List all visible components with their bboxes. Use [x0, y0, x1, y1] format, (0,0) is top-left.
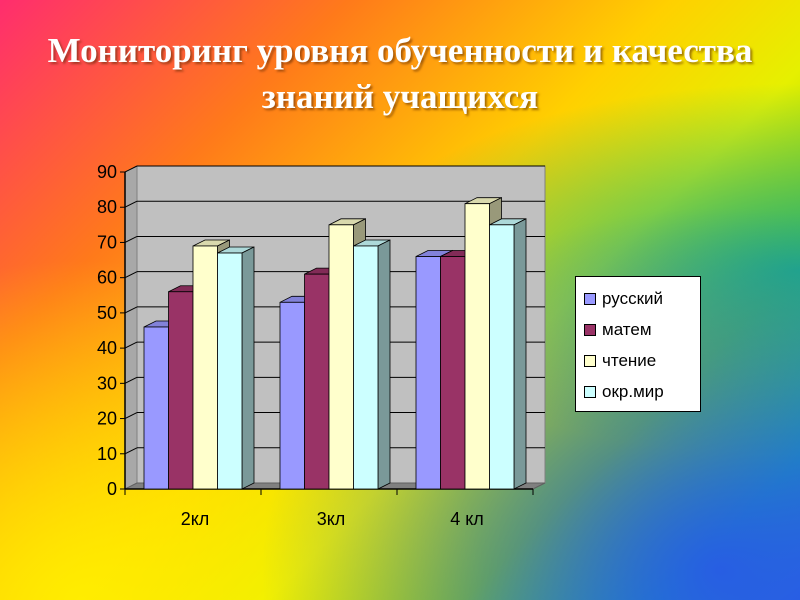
bars	[143, 197, 527, 490]
legend-swatch	[584, 385, 596, 398]
bar-front	[192, 245, 218, 490]
bar-front	[415, 256, 441, 490]
legend-swatch	[584, 292, 596, 305]
page-title: Мониторинг уровня обученности и качества…	[47, 31, 753, 116]
x-tick-label: 2кл	[181, 509, 210, 529]
bar-front	[328, 224, 354, 490]
y-tick-label: 90	[97, 162, 117, 182]
legend-swatch	[584, 354, 596, 367]
y-tick-label: 50	[97, 303, 117, 323]
bar-front	[353, 245, 379, 490]
legend-label: чтение	[602, 350, 657, 370]
bar-side	[513, 218, 527, 490]
y-tick-label: 30	[97, 373, 117, 393]
y-axis: 0 10 20 30 40 50 60 70 80 90	[97, 162, 126, 499]
bar	[217, 246, 255, 490]
gridline	[124, 200, 138, 208]
x-axis: 2кл 3кл 4 кл	[124, 488, 534, 529]
gridline	[124, 376, 138, 384]
legend: русский матем чтение окр.мир	[575, 276, 701, 412]
legend-label: окр.мир	[602, 381, 664, 401]
bar-side	[377, 239, 391, 490]
gridline	[124, 447, 138, 455]
bar-front	[489, 224, 515, 490]
gridline	[124, 271, 138, 279]
x-tick-label: 4 кл	[450, 509, 484, 529]
bar-side	[241, 246, 255, 490]
legend-item: матем	[584, 314, 700, 345]
bar	[353, 239, 391, 490]
y-tick-label: 80	[97, 197, 117, 217]
plot-side-wall	[124, 165, 138, 490]
legend-item: окр.мир	[584, 376, 700, 407]
legend-swatch	[584, 323, 596, 336]
y-tick-label: 0	[107, 479, 117, 499]
bar-front	[279, 301, 305, 490]
x-tick-label: 3кл	[317, 509, 346, 529]
y-tick-label: 40	[97, 338, 117, 358]
y-tick-label: 20	[97, 409, 117, 429]
gridline	[124, 235, 138, 243]
gridline	[124, 165, 138, 173]
legend-label: матем	[602, 319, 652, 339]
y-tick-label: 60	[97, 268, 117, 288]
y-tick-label: 10	[97, 444, 117, 464]
bar-front	[440, 256, 466, 490]
legend-item: русский	[584, 283, 700, 314]
gridline	[124, 412, 138, 420]
legend-item: чтение	[584, 345, 700, 376]
bar-front	[217, 252, 243, 490]
y-tick-label: 70	[97, 232, 117, 252]
gridline	[124, 306, 138, 314]
bar-front	[304, 273, 330, 490]
bar	[489, 218, 527, 490]
gridline	[124, 341, 138, 349]
bar-front	[464, 203, 490, 490]
legend-label: русский	[602, 288, 664, 308]
bar-front	[168, 291, 194, 490]
bar-front	[143, 326, 169, 490]
